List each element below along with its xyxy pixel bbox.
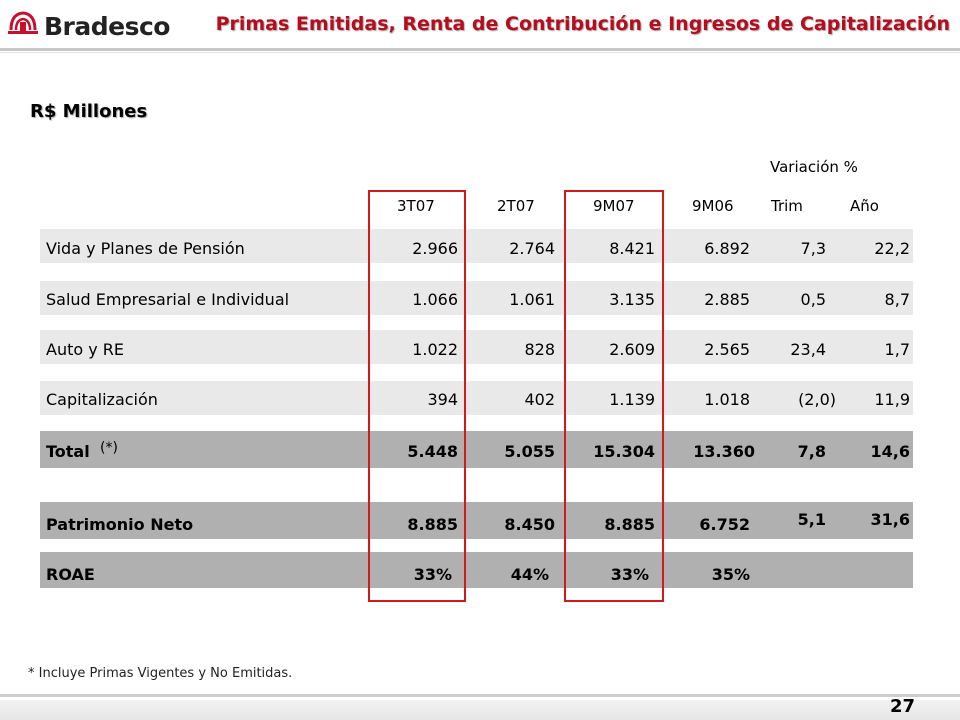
table-cell: 33% — [413, 565, 452, 584]
footer-band — [0, 700, 960, 720]
table-cell: 1,7 — [884, 340, 910, 359]
column-header-3t07: 3T07 — [397, 197, 435, 215]
table-cell: 2.565 — [704, 340, 750, 359]
table-cell: 8.885 — [604, 515, 655, 534]
table-cell: 1.022 — [412, 340, 458, 359]
table-row — [40, 281, 913, 315]
table-cell: 5.448 — [407, 442, 458, 461]
table-cell: 828 — [524, 340, 555, 359]
table-cell: 1.061 — [509, 290, 555, 309]
units-label: R$ Millones — [30, 101, 148, 122]
header-divider-shadow — [0, 52, 960, 53]
table-row — [40, 381, 913, 415]
row-label: ROAE — [46, 565, 95, 584]
table-cell: 7,8 — [797, 442, 826, 461]
table-cell: 35% — [711, 565, 750, 584]
table-cell: 6.752 — [699, 515, 750, 534]
brand-name: Bradesco — [44, 12, 170, 41]
header-divider — [0, 48, 960, 51]
column-header-9m07: 9M07 — [593, 197, 635, 215]
table-cell: 1.066 — [412, 290, 458, 309]
table-cell: 0,5 — [800, 290, 826, 309]
table-cell: 1.139 — [609, 390, 655, 409]
highlight-box-9m07 — [564, 190, 664, 602]
table-cell: 3.135 — [609, 290, 655, 309]
table-cell: 33% — [610, 565, 649, 584]
row-label: Vida y Planes de Pensión — [46, 239, 245, 258]
total-note: (*) — [100, 440, 118, 456]
table-cell: 5.055 — [504, 442, 555, 461]
table-cell: 14,6 — [870, 442, 910, 461]
table-cell: 1.018 — [704, 390, 750, 409]
highlight-box-3t07 — [368, 190, 466, 602]
bradesco-logo-icon — [8, 11, 38, 34]
table-cell: 31,6 — [870, 510, 910, 529]
table-cell: 7,3 — [800, 239, 826, 258]
table-cell: 8.885 — [407, 515, 458, 534]
table-cell: 8.450 — [504, 515, 555, 534]
table-cell: 22,2 — [874, 239, 910, 258]
column-header-2t07: 2T07 — [497, 197, 535, 215]
footnote: * Incluye Primas Vigentes y No Emitidas. — [28, 666, 293, 681]
table-cell: 2.885 — [704, 290, 750, 309]
table-cell: 2.966 — [412, 239, 458, 258]
table-row — [40, 330, 913, 364]
table-cell: (2,0) — [798, 390, 836, 409]
page-number: 27 — [890, 696, 916, 717]
table-row — [40, 229, 913, 263]
table-cell: 11,9 — [874, 390, 910, 409]
column-header-trim: Trim — [771, 197, 803, 215]
table-cell: 402 — [524, 390, 555, 409]
page-title: Primas Emitidas, Renta de Contribución e… — [215, 13, 950, 35]
variation-header: Variación % — [770, 158, 858, 176]
table-cell: 44% — [510, 565, 549, 584]
table-cell: 15.304 — [593, 442, 655, 461]
row-label: Total — [46, 442, 90, 461]
table-cell: 2.764 — [509, 239, 555, 258]
row-label: Patrimonio Neto — [46, 515, 194, 534]
row-label: Salud Empresarial e Individual — [46, 290, 290, 309]
table-cell: 13.360 — [693, 442, 755, 461]
table-row-total — [40, 431, 913, 468]
table-row-equity — [40, 502, 913, 539]
table-cell: 23,4 — [790, 340, 826, 359]
table-cell: 2.609 — [609, 340, 655, 359]
row-label: Auto y RE — [46, 340, 125, 359]
table-cell: 6.892 — [704, 239, 750, 258]
table-cell: 5,1 — [797, 510, 826, 529]
table-cell: 8,7 — [884, 290, 910, 309]
table-row-roae — [40, 552, 913, 588]
column-header-9m06: 9M06 — [692, 197, 734, 215]
column-header-ano: Año — [850, 197, 879, 215]
table-cell: 394 — [427, 390, 458, 409]
footer-divider — [0, 694, 960, 697]
table-cell: 8.421 — [609, 239, 655, 258]
row-label: Capitalización — [46, 390, 158, 409]
